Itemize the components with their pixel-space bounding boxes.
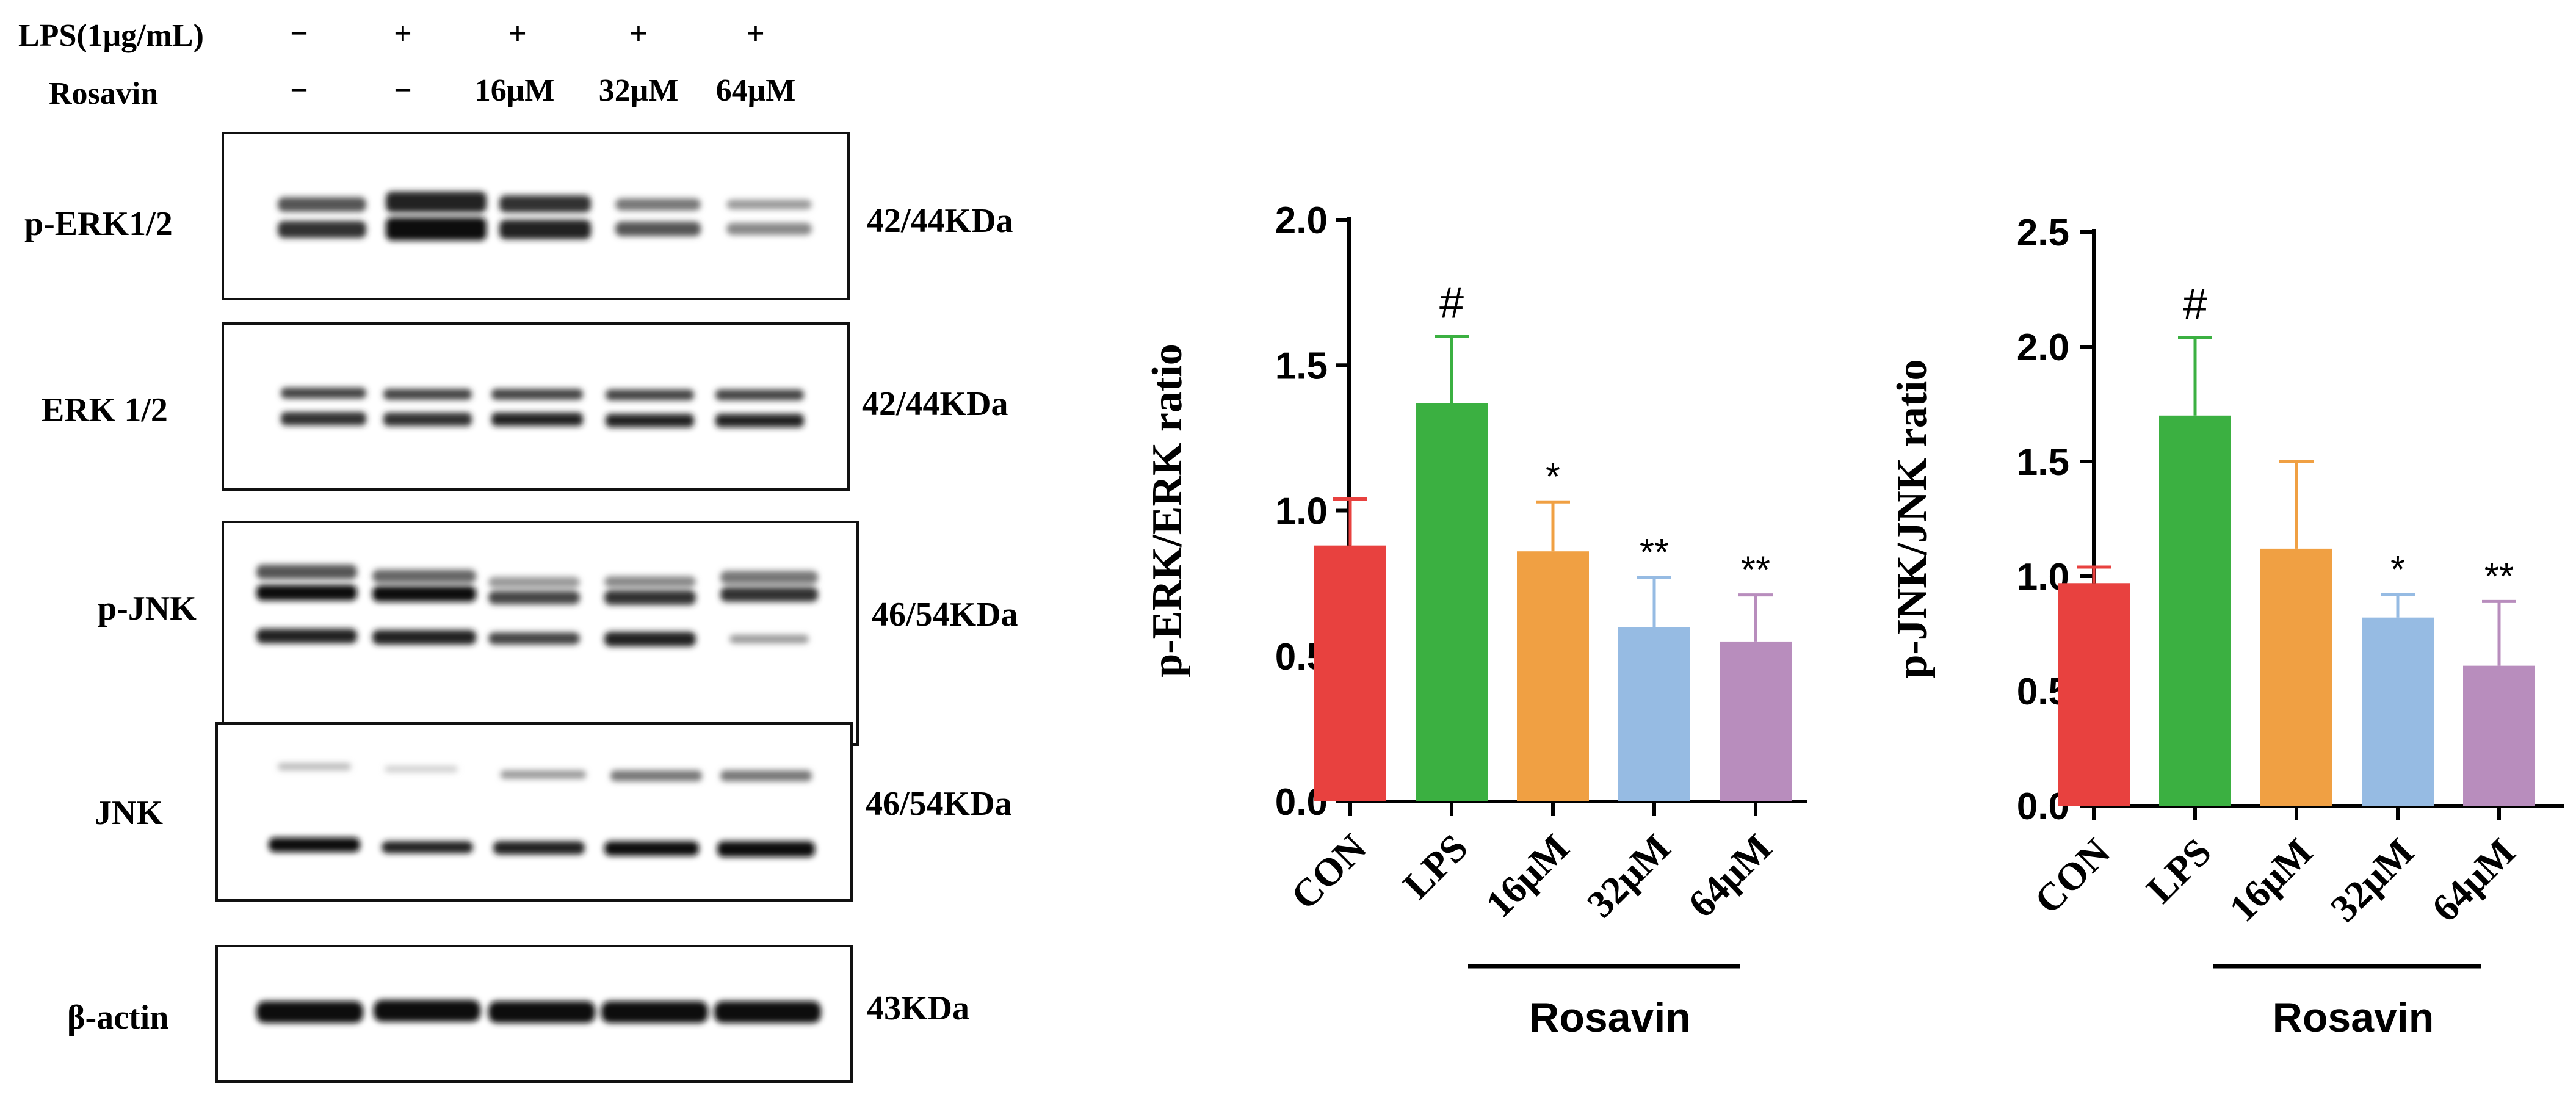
x-tick-label: 64μM (2423, 830, 2524, 930)
bar (1314, 545, 1386, 801)
lane-rosavin-value: 64μM (716, 73, 796, 108)
blot-mw-label: 43KDa (867, 989, 969, 1027)
lane-rosavin-value: − (394, 73, 412, 108)
blot-mw-label: 46/54KDa (872, 596, 1018, 634)
significance-marker: ** (1640, 532, 1669, 574)
lane-lps-value: + (394, 16, 412, 51)
p-erk-chart: 0.0 0.5 1.0 1.5 2.0 p-ERK/ERK ratio CON LPS #16μ… (1144, 200, 1807, 1041)
y-tick-label: 0.0 (2017, 786, 2069, 828)
y-tick-label: 1.0 (1275, 491, 1328, 533)
bar (1517, 551, 1589, 801)
blot-protein-label: JNK (95, 794, 163, 832)
x-tick-label: LPS (2138, 830, 2220, 911)
x-tick-label: CON (2026, 830, 2118, 922)
lane-lps-value: + (747, 16, 765, 51)
group-label: Rosavin (1529, 994, 1691, 1041)
p-jnk-chart: 0.0 0.5 1.0 1.5 2.0 2.5 p-JNK/JNK ratio CON LPS #… (1889, 212, 2564, 1041)
bar (1618, 627, 1690, 801)
x-tick-label: 16μM (1477, 826, 1577, 926)
blot-mw-label: 42/44KDa (862, 385, 1008, 423)
y-tick-label: 2.0 (1275, 200, 1328, 242)
blot-protein-label: p-ERK1/2 (24, 205, 173, 243)
bar (2362, 617, 2434, 806)
y-tick-label: 2.5 (2017, 212, 2069, 254)
y-tick-label: 2.0 (2017, 327, 2069, 369)
blot-protein-label: β-actin (67, 999, 168, 1036)
blot-bands (256, 565, 818, 646)
blot-mw-label: 42/44KDa (867, 202, 1013, 240)
lps-row-label: LPS(1μg/mL) (18, 18, 204, 53)
bar (2159, 415, 2231, 806)
lane-lps-value: + (629, 16, 648, 51)
significance-marker: * (1546, 456, 1560, 498)
blot-protein-label: ERK 1/2 (42, 391, 168, 429)
bar (1416, 403, 1488, 801)
blot-bands (256, 1000, 821, 1023)
bar (2058, 583, 2130, 806)
y-tick-label: 0.0 (1275, 781, 1328, 823)
blot-bands (281, 388, 804, 427)
x-tick-label: 32μM (1579, 826, 1679, 926)
blot-frame (222, 322, 850, 491)
blot-mw-label: 46/54KDa (866, 785, 1012, 823)
lane-rosavin-value: − (290, 73, 308, 108)
blot-bands (269, 763, 815, 857)
lane-rosavin-value: 32μM (599, 73, 679, 108)
lane-lps-value: − (290, 16, 308, 51)
significance-marker: * (2390, 549, 2405, 591)
lane-lps-value: + (508, 16, 527, 51)
significance-marker: # (2183, 280, 2207, 329)
rosavin-row-label: Rosavin (49, 76, 158, 111)
western-blot-panel: LPS(1μg/mL) Rosavin − + + + + − − 16μM 3… (18, 16, 1018, 1083)
significance-marker: # (1439, 279, 1464, 328)
significance-marker: ** (1741, 549, 1770, 591)
y-tick-label: 0.5 (1275, 636, 1328, 678)
y-axis-label: p-JNK/JNK ratio (1889, 359, 1936, 678)
blot-frame (222, 132, 850, 300)
x-tick-label: 16μM (2221, 830, 2321, 930)
y-tick-label: 1.5 (2017, 441, 2069, 483)
bar (2260, 548, 2332, 806)
blot-frame (215, 722, 853, 902)
blot-bands (278, 192, 812, 240)
bar (2463, 665, 2535, 806)
x-tick-label: 64μM (1680, 826, 1780, 926)
y-tick-label: 0.5 (2017, 671, 2069, 713)
y-tick-label: 1.0 (2017, 556, 2069, 598)
lane-rosavin-value: 16μM (475, 73, 555, 108)
y-tick-label: 1.5 (1275, 345, 1328, 387)
group-label: Rosavin (2273, 994, 2434, 1041)
bar (1720, 641, 1792, 801)
x-tick-label: 32μM (2322, 830, 2422, 930)
blot-protein-label: p-JNK (98, 590, 197, 627)
significance-marker: ** (2484, 555, 2514, 598)
x-tick-label: LPS (1395, 826, 1476, 907)
y-axis-label: p-ERK/ERK ratio (1144, 344, 1191, 677)
x-tick-label: CON (1283, 826, 1375, 918)
